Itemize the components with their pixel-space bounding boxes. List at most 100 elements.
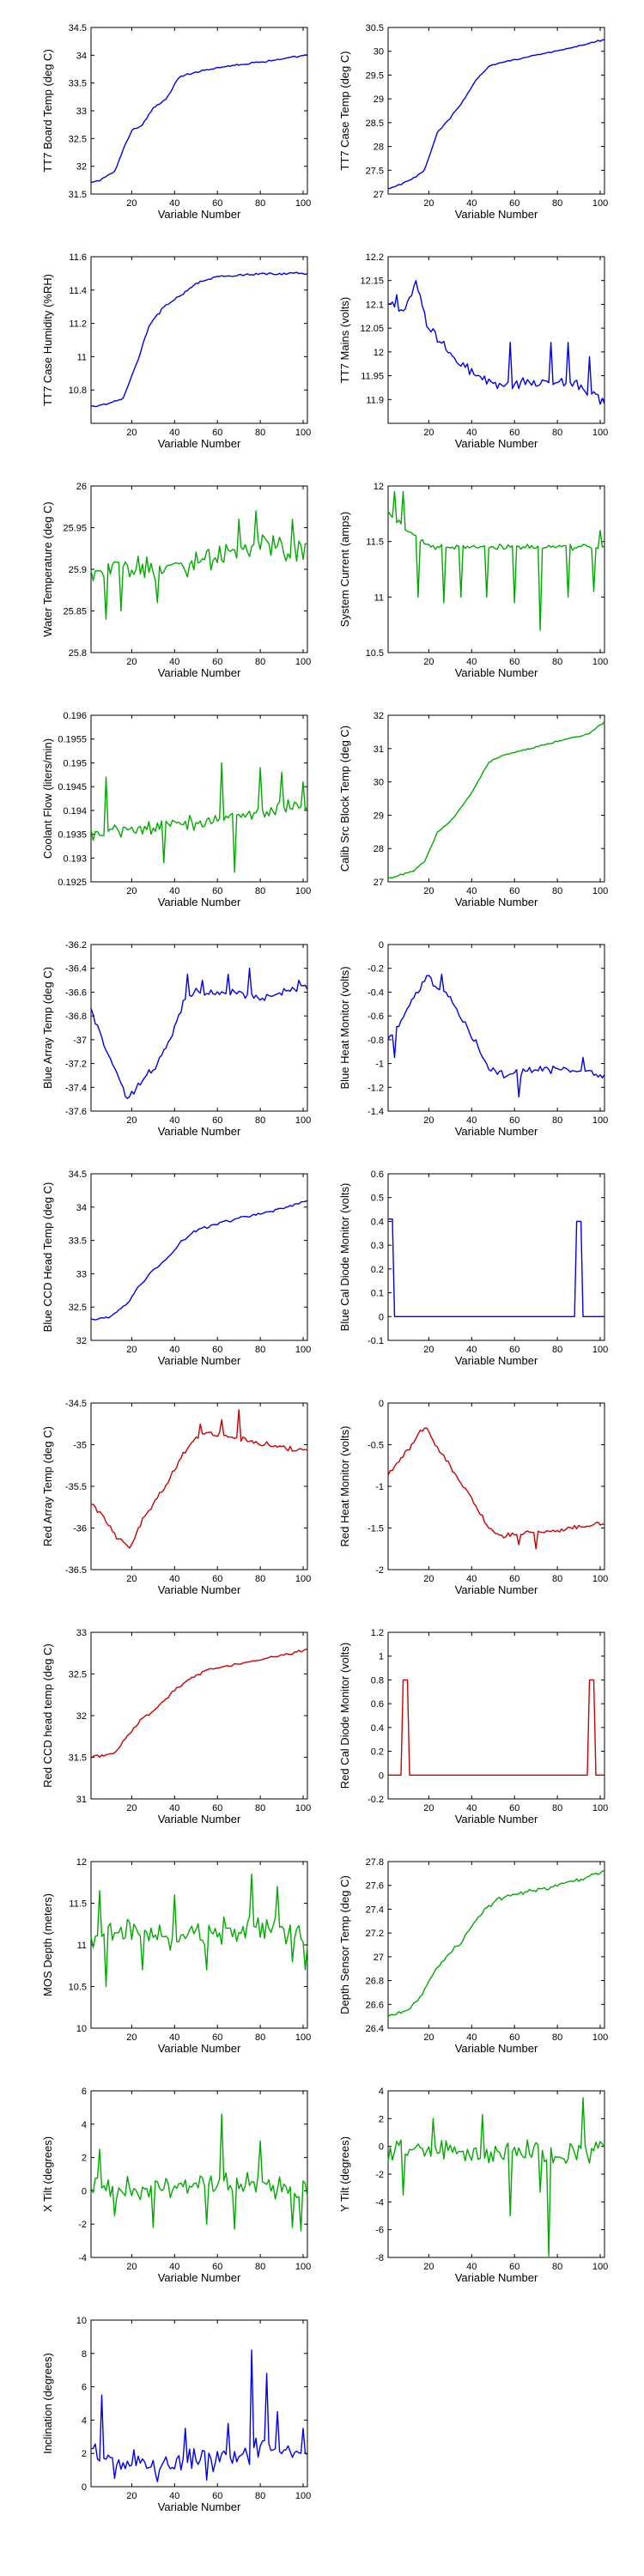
x-tick-label: 20 — [126, 1115, 137, 1126]
y-tick-label: 11.4 — [69, 286, 87, 296]
series-line — [90, 1648, 308, 1759]
x-tick-label: 60 — [509, 428, 519, 438]
x-tick-label: 60 — [212, 1115, 222, 1126]
plot-frame — [387, 1861, 605, 2029]
y-tick-label: 0.196 — [63, 711, 87, 721]
series-line — [387, 2097, 605, 2257]
x-tick-label: 40 — [466, 886, 477, 896]
x-tick-label: 100 — [295, 428, 311, 438]
x-tick-label: 20 — [423, 1115, 434, 1126]
y-tick-label: 0.2 — [371, 1747, 384, 1758]
y-axis-label: Red Heat Monitor (volts) — [338, 1426, 351, 1547]
x-tick-label: 60 — [212, 657, 222, 667]
y-tick-label: 0 — [82, 2186, 87, 2196]
y-tick-label: 32.5 — [69, 1670, 87, 1680]
y-tick-label: 33.5 — [69, 79, 87, 89]
x-tick-label: 60 — [509, 657, 519, 667]
y-tick-label: 25.9 — [69, 565, 87, 575]
x-tick-label: 80 — [255, 1345, 265, 1355]
y-tick-label: 6 — [82, 2383, 87, 2393]
x-tick-label: 40 — [169, 1803, 179, 1814]
y-axis-label: System Current (amps) — [338, 512, 351, 627]
x-tick-label: 80 — [552, 198, 562, 209]
y-axis-label: Y Tilt (degrees) — [338, 2136, 351, 2212]
y-tick-label: 0.4 — [371, 1217, 384, 1227]
y-tick-label: -2 — [375, 2170, 384, 2180]
x-axis-label: Variable Number — [455, 1354, 538, 1367]
y-tick-label: 25.85 — [63, 607, 87, 617]
y-tick-label: 4 — [82, 2120, 87, 2130]
plot-frame — [90, 944, 308, 1112]
y-tick-label: -0.6 — [368, 1012, 384, 1022]
x-tick-label: 80 — [255, 886, 265, 896]
y-tick-label: 11.95 — [361, 372, 384, 382]
x-tick-label: 100 — [295, 1115, 311, 1126]
y-tick-label: 0.195 — [63, 758, 87, 769]
series-line — [388, 1679, 605, 1776]
x-tick-label: 60 — [509, 198, 519, 209]
x-tick-label: 100 — [295, 886, 311, 896]
series-line — [90, 1200, 308, 1321]
y-tick-label: -2 — [375, 1565, 384, 1576]
x-tick-label: 20 — [423, 198, 434, 209]
x-tick-label: 80 — [552, 1574, 562, 1584]
series-line — [90, 1409, 308, 1549]
y-tick-label: 0 — [379, 2142, 384, 2153]
y-tick-label: 6 — [82, 2087, 87, 2097]
x-tick-label: 20 — [126, 2032, 137, 2043]
y-axis-label: Blue Cal Diode Monitor (volts) — [338, 1183, 351, 1332]
y-tick-label: -4 — [375, 2197, 384, 2208]
x-tick-label: 20 — [126, 886, 137, 896]
x-tick-label: 100 — [295, 1803, 311, 1814]
x-tick-label: 40 — [169, 886, 179, 896]
chart-16: 20 40 60 80 100 -0.2 0 0.2 0.4 0.6 0.8 1 1.2 Variable… — [338, 1628, 608, 1826]
y-tick-label: 0 — [379, 1771, 384, 1781]
x-axis-label: Variable Number — [455, 2042, 538, 2055]
y-tick-label: 29.5 — [366, 70, 384, 81]
y-tick-label: 32 — [76, 1336, 87, 1346]
x-tick-label: 100 — [592, 428, 608, 438]
x-tick-label: 20 — [423, 428, 434, 438]
y-tick-label: 2 — [82, 2154, 87, 2164]
series-line — [90, 54, 307, 183]
y-axis-label: TT7 Board Temp (deg C) — [41, 49, 54, 173]
y-tick-label: 10 — [76, 2024, 87, 2034]
x-tick-label: 60 — [212, 428, 222, 438]
y-tick-label: 12 — [76, 1857, 87, 1868]
y-axis-label: TT7 Case Humidity (%RH) — [41, 274, 54, 406]
x-tick-label: 100 — [295, 2262, 311, 2272]
x-tick-label: 60 — [509, 1115, 519, 1126]
y-tick-label: 4 — [379, 2087, 384, 2097]
y-tick-label: 27 — [374, 190, 384, 200]
x-axis-label: Variable Number — [455, 208, 538, 221]
y-tick-label: 28.5 — [366, 118, 384, 129]
x-tick-label: 80 — [255, 198, 265, 209]
x-tick-label: 40 — [466, 1574, 477, 1584]
x-axis-label: Variable Number — [158, 1813, 241, 1826]
plot-frame — [90, 256, 308, 424]
x-tick-label: 100 — [592, 657, 608, 667]
y-tick-label: 11.9 — [366, 395, 384, 405]
y-axis-label: MOS Depth (meters) — [41, 1893, 54, 1996]
x-tick-label: 40 — [466, 198, 477, 209]
x-tick-label: 100 — [295, 2491, 311, 2501]
y-tick-label: 32.5 — [69, 1303, 87, 1313]
y-tick-label: 27 — [374, 1953, 384, 1963]
x-tick-label: 80 — [255, 1803, 265, 1814]
chart-1: 20 40 60 80 100 31.5 32 32.5 33 33.5 34 34.5 Variabl… — [41, 23, 311, 221]
x-tick-label: 80 — [552, 1345, 562, 1355]
plot-frame — [90, 27, 308, 195]
x-tick-label: 20 — [126, 657, 137, 667]
plot-frame — [387, 714, 605, 883]
x-tick-label: 100 — [592, 2032, 608, 2043]
x-tick-label: 80 — [552, 886, 562, 896]
x-tick-label: 20 — [423, 657, 434, 667]
x-tick-label: 20 — [423, 1345, 434, 1355]
y-tick-label: 30 — [374, 778, 384, 788]
chart-14: 20 40 60 80 100 -2 -1.5 -1 -0.5 0 Variable Number R… — [338, 1399, 608, 1596]
y-tick-label: -1.2 — [368, 1083, 384, 1093]
y-axis-label: Red Array Temp (deg C) — [41, 1426, 54, 1546]
x-axis-label: Variable Number — [455, 1813, 538, 1826]
y-tick-label: -37.2 — [65, 1060, 87, 1070]
y-tick-label: 26.4 — [366, 2024, 384, 2034]
